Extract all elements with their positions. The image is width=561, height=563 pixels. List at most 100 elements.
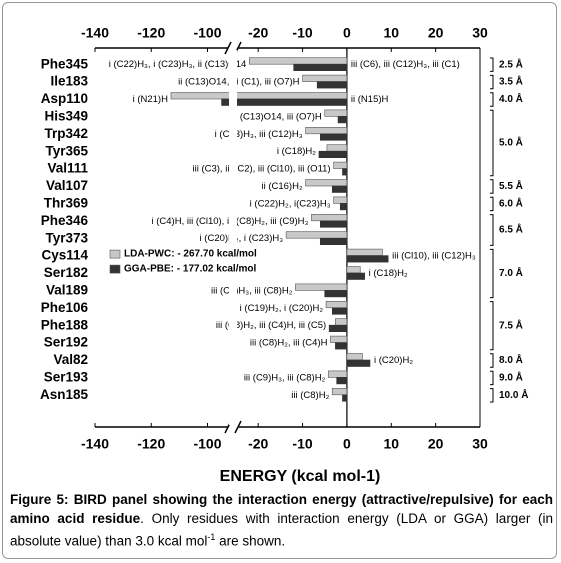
bar: [325, 300, 348, 309]
x-tick-label: 10: [383, 25, 399, 41]
group-bracket: [490, 196, 494, 212]
group-label: 5.5 Å: [499, 179, 523, 192]
bar: [335, 342, 348, 350]
group-bracket: [490, 301, 494, 351]
bar: [342, 168, 348, 176]
group-bracket: [490, 353, 494, 368]
group-label: 6.0 Å: [499, 197, 523, 210]
group-bracket: [490, 214, 494, 246]
x-tick-label: -120: [137, 25, 165, 41]
group-bracket: [490, 74, 494, 90]
bar-annotation: iii (C3), iii (C2), iii (Cl10), iii (O11…: [192, 164, 330, 175]
bar: [311, 214, 348, 222]
axis-break-gap: [229, 50, 237, 425]
x-tick-label: 20: [428, 25, 444, 41]
bar-annotation: iii (C9)H₃, iii (C8)H₂: [244, 372, 326, 383]
bar: [293, 63, 348, 71]
caption-text: . Only residues with interaction energy …: [10, 511, 553, 549]
y-tick-label: Cys114: [41, 248, 88, 263]
bar: [346, 266, 361, 274]
frame: [2, 2, 557, 559]
bar: [316, 81, 348, 89]
group-label: 7.0 Å: [499, 266, 523, 279]
x-tick-label: -140: [81, 25, 109, 41]
bar-annotation: i (C22)H₂, i(C23)H₃: [250, 198, 331, 209]
group-label: 8.0 Å: [499, 353, 523, 366]
bar-annotation: iii (Cl10), iii (C12)H₃: [392, 251, 476, 262]
y-tick-label: Val111: [47, 161, 88, 176]
bar-annotation: ii (C13)O14, iii (C1), iii (O7)H: [178, 77, 300, 88]
bar: [335, 318, 348, 326]
x-tick-label: 0: [343, 436, 351, 452]
y-tick-label: Ser182: [44, 265, 88, 280]
group-label: 4.0 Å: [499, 92, 523, 105]
group-bracket: [490, 370, 494, 386]
bar: [333, 196, 348, 204]
bar-annotation: ii (C13)O14, iii (O7)H: [233, 111, 322, 122]
bar-annotation: i (C22)H₃, i (C23)H₃, ii (C13)O14: [109, 59, 247, 70]
bar: [346, 272, 365, 280]
y-tick-label: Trp342: [44, 126, 88, 141]
bar: [324, 290, 348, 298]
bar: [331, 387, 348, 396]
x-tick-label: -10: [292, 25, 312, 41]
y-tick-label: Phe106: [41, 300, 89, 315]
group-label: 9.0 Å: [499, 371, 523, 384]
y-tick-label: Tyr373: [45, 230, 88, 245]
y-tick-label: Val189: [46, 282, 88, 297]
x-tick-label: -20: [248, 25, 268, 41]
bar-annotation: i (C20)H₂, i (C23)H₃: [200, 233, 284, 244]
legend-swatch: [109, 249, 121, 259]
y-tick-label: Thr369: [44, 195, 88, 210]
legend-label: LDA-PWC: - 267.70 kcal/mol: [124, 249, 257, 260]
bar: [302, 74, 348, 82]
bar: [305, 127, 348, 135]
group-bracket: [490, 179, 494, 194]
x-tick-label: -140: [81, 436, 109, 452]
bar-annotation: ii (N15)H: [351, 94, 389, 105]
axis-break: [234, 420, 242, 434]
bar-annotation: i (N21)H: [133, 94, 169, 105]
caption-end: are shown.: [215, 533, 286, 549]
y-tick-label: Ser193: [44, 369, 89, 384]
bar: [346, 353, 363, 361]
bar: [333, 161, 348, 169]
y-tick-label: Ser192: [44, 335, 88, 350]
group-bracket: [490, 388, 494, 403]
bar: [346, 359, 371, 367]
bar: [328, 324, 348, 333]
bar-annotation: i (C20)H₂: [374, 355, 413, 366]
group-bracket: [490, 57, 494, 72]
group-label: 2.5 Å: [499, 57, 523, 70]
y-tick-label: His349: [44, 108, 88, 123]
bar: [170, 92, 348, 100]
group-label: 7.5 Å: [499, 318, 523, 331]
bar-annotation: iii (C8)H₂: [291, 390, 329, 401]
bar-annotation: iii (C9)H₃, iii (C8)H₂: [211, 285, 293, 296]
bar: [285, 231, 348, 239]
group-label: 6.5 Å: [499, 223, 523, 236]
legend-label: GGA-PBE: - 177.02 kcal/mol: [124, 264, 256, 275]
bar-annotation: i (C18)H₂: [369, 268, 408, 279]
chart: ENERGY (kcal mol-1) -140-140-120-120-100…: [40, 25, 529, 485]
legend-swatch: [109, 264, 121, 274]
bar: [346, 248, 383, 256]
bar: [330, 335, 348, 343]
bar-annotation: i (C23)H₃, iii (C12)H₃: [215, 129, 303, 140]
x-tick-label: -10: [292, 436, 312, 452]
group-label: 3.5 Å: [499, 75, 523, 88]
bar: [305, 179, 348, 187]
bar: [249, 57, 348, 65]
x-tick-label: 30: [472, 436, 488, 452]
y-tick-label: Phe346: [41, 213, 89, 228]
bar: [319, 220, 348, 228]
x-tick-label: 30: [472, 25, 488, 41]
bar: [324, 109, 348, 117]
bar: [326, 144, 348, 152]
bar: [336, 377, 348, 385]
y-tick-label: Val107: [46, 178, 88, 193]
caption-bold: Figure 5: BIRD panel showing the interac…: [10, 492, 553, 526]
group-label: 5.0 Å: [499, 136, 523, 149]
x-tick-label: -20: [248, 436, 268, 452]
